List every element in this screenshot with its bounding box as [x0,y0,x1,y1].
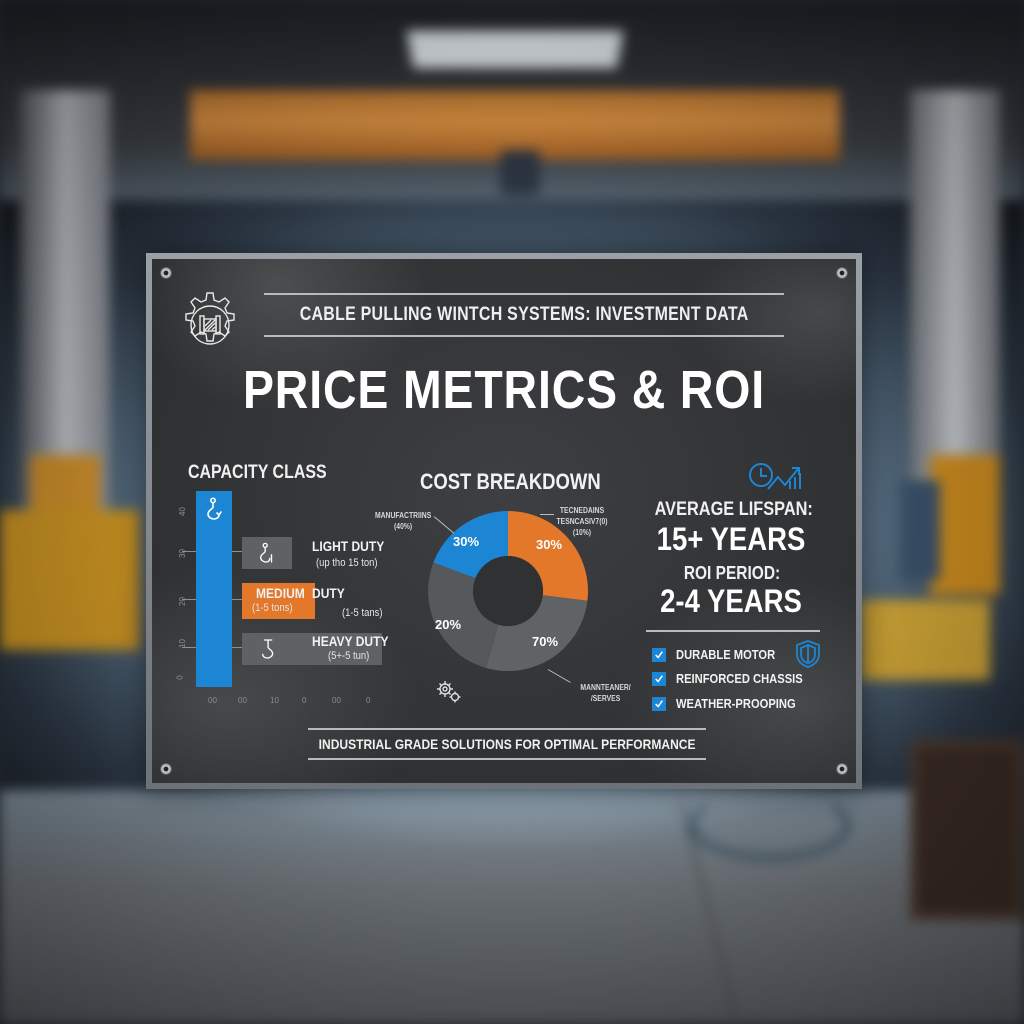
capacity-class-title: CAPACITY CLASS [188,462,327,483]
cost-breakdown-title: COST BREAKDOWN [420,469,601,494]
light-duty-sub: (up tho 15 ton) [316,557,378,569]
x-tick-label: 0 [302,696,307,705]
axis-tick [182,647,196,648]
footer-banner: INDUSTRIAL GRADE SOLUTIONS FOR OPTIMAL P… [308,728,706,760]
x-tick-label: 00 [238,696,247,705]
donut-slice-technology [508,511,588,601]
x-tick-label: 10 [270,696,279,705]
connector [232,647,242,648]
footer-tagline: INDUSTRIAL GRADE SOLUTIONS FOR OPTIMAL P… [318,736,696,752]
leader-line [547,669,571,683]
x-tick-label: 0 [366,696,371,705]
feature-label: WEATHER-PROOPING [676,696,796,711]
donut-slice-maintenance [486,595,588,671]
slice-pct-label: 70% [532,634,559,649]
crane-hoist [500,150,540,195]
check-icon [655,699,663,708]
hook-icon [207,497,222,520]
machine-right [860,600,990,680]
medium-duty-box [242,583,315,619]
gear-winch-spool-icon [185,292,235,345]
roi-label: ROI PERIOD: [683,563,781,583]
infographic-panel-frame: CABLE PULLING WINTCH SYSTEMS: INVESTMENT… [146,253,862,789]
connector [232,599,242,600]
connector [232,551,242,552]
donut-slice-manufacturing [433,511,508,579]
cost-donut-chart [428,511,588,671]
donut-slice-other [428,562,499,668]
hook-icon [262,639,274,659]
medium-duty-label-suffix: DUTY [312,585,345,601]
medium-duty-sub: (1-5 tons) [252,602,293,614]
feature-label: DURABLE MOTOR [676,647,776,662]
crate [910,740,1024,920]
roi-value: 2-4 YEARS [660,583,802,619]
machine-right-top [930,455,1000,595]
lifespan-label: AVERAGE LIFSPAN: [654,499,813,520]
callout-manufacturing: MANUFACTRIINS (40%) [374,511,432,531]
x-tick-label: 00 [208,696,217,705]
callout-maintenance: MANNTEANER/ /SERVES [580,683,631,703]
check-icon [655,650,663,659]
feature-label: REINFORCED CHASSIS [676,671,803,686]
medium-duty-sub-outside: (1-5 tans) [342,607,383,619]
machine-right-tank [900,480,940,580]
heavy-duty-sub: (5+-5 tun) [328,650,370,662]
bolt-icon [836,763,848,775]
gears-icon [437,681,461,703]
divider [646,630,820,632]
capacity-bar [196,491,232,687]
slice-pct-label: 20% [435,617,462,632]
checkbox-checked[interactable] [652,647,666,662]
page-title: PRICE METRICS & ROI [242,360,766,420]
y-tick-label: 0 [175,675,185,680]
bolt-icon [160,267,172,279]
callout-technology: TECNEDAINS TESNCASIV7(0) (10%) [556,506,608,537]
machine-left-top [30,455,100,515]
clock-growth-chart-icon [749,463,801,490]
machine-left [0,510,140,650]
check-icon [655,674,663,683]
axis-tick [182,551,196,552]
slice-pct-label: 30% [536,537,563,552]
shield-icon [796,640,820,668]
feature-item: DURABLE MOTOR [652,647,791,662]
feature-item: REINFORCED CHASSIS [652,671,823,686]
pillar-right [910,90,1000,510]
hook-icon [260,542,273,563]
x-tick-label: 00 [332,696,341,705]
pillar-left [20,90,110,510]
axis-tick [182,599,196,600]
bolt-icon [836,267,848,279]
bolt-icon [160,763,172,775]
infographic-panel: CABLE PULLING WINTCH SYSTEMS: INVESTMENT… [152,259,856,783]
subtitle-banner: CABLE PULLING WINTCH SYSTEMS: INVESTMENT… [264,293,784,337]
lifespan-value: 15+ YEARS [656,521,806,557]
subtitle: CABLE PULLING WINTCH SYSTEMS: INVESTMENT… [299,304,749,325]
checkbox-checked[interactable] [652,671,666,686]
light-duty-label: LIGHT DUTY [312,538,385,554]
y-tick-label: 40 [177,507,187,516]
checkbox-checked[interactable] [652,696,666,711]
feature-item: WEATHER-PROOPING [652,696,815,711]
overhead-crane [190,90,840,160]
slice-pct-label: 30% [453,534,480,549]
light-duty-box [242,537,292,569]
heavy-duty-box [242,633,382,665]
leader-line [540,514,554,515]
medium-duty-label: MEDIUM [256,585,305,601]
heavy-duty-label: HEAVY DUTY [312,633,389,649]
